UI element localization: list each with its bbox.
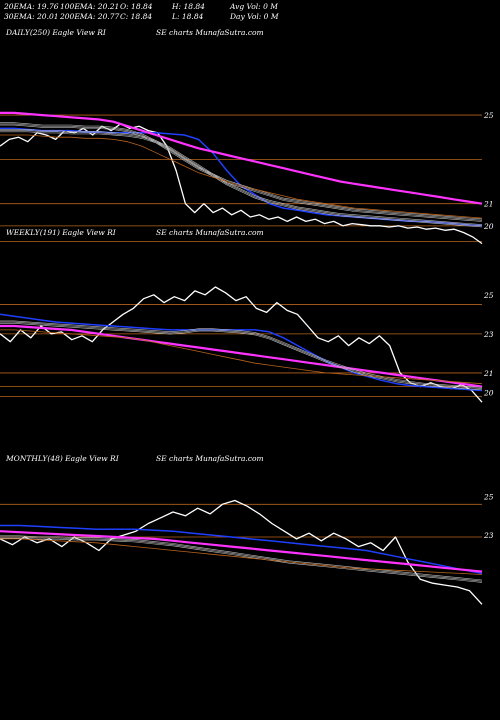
- daily-sma-line-4-2: [0, 131, 483, 228]
- daily-sma-line-4-0: [0, 129, 483, 225]
- weekly-panel-title: WEEKLY(191) Eagle View RI SE charts Muna…: [6, 228, 264, 237]
- weekly-sma-line-3-1: [0, 321, 483, 389]
- monthly-sma-line-3-0: [0, 535, 483, 581]
- weekly-ref-curve-line: [0, 329, 483, 385]
- weekly-sma-line-3-2: [0, 323, 483, 391]
- daily-chart: 25 21 20: [0, 111, 494, 245]
- monthly-ytick-1: 23: [483, 531, 494, 540]
- daily-ytick-1: 21: [483, 200, 494, 209]
- monthly-site: SE charts MunafaSutra.com: [156, 454, 264, 463]
- high-label: H: 18.84: [172, 2, 205, 11]
- weekly-ytick-3: 20: [483, 388, 494, 397]
- daily-panel-title: DAILY(250) Eagle View RI SE charts Munaf…: [6, 28, 264, 37]
- daily-sma-line-4-1: [0, 130, 483, 227]
- ema30-label: 30EMA: 20.01: [4, 12, 59, 21]
- avg-vol-label: Avg Vol: 0 M: [230, 2, 278, 11]
- daily-price-line: [0, 123, 483, 245]
- monthly-price-line: [0, 499, 483, 605]
- monthly-sma-line-3-2: [0, 537, 483, 583]
- monthly-ema-slow-line: [0, 530, 483, 573]
- weekly-ytick-0: 25: [483, 291, 494, 300]
- ema200-label: 200EMA: 20.77: [60, 12, 120, 21]
- daily-ema-fast-line: [0, 127, 483, 227]
- low-label: L: 18.84: [172, 12, 204, 21]
- monthly-ema-fast-line: [0, 524, 483, 575]
- ema100-label: 100EMA: 20.21: [60, 2, 120, 11]
- daily-ref-curve-line: [0, 134, 483, 219]
- ema20-label: 20EMA: 19.76: [4, 2, 59, 11]
- daily-sma-line-3-0: [0, 122, 483, 220]
- weekly-chart: 25 23 21 20: [0, 286, 494, 403]
- open-label: O: 18.84: [120, 2, 153, 11]
- daily-site: SE charts MunafaSutra.com: [156, 28, 264, 37]
- monthly-sma-line-3-1: [0, 536, 483, 582]
- daily-sma-line-3-2: [0, 124, 483, 222]
- weekly-site: SE charts MunafaSutra.com: [156, 228, 264, 237]
- monthly-ref-curve-line: [0, 538, 483, 575]
- daily-title: DAILY(250) Eagle View RI: [6, 28, 106, 37]
- weekly-title: WEEKLY(191) Eagle View RI: [6, 228, 116, 237]
- close-label: C: 18.84: [120, 12, 153, 21]
- daily-ema-slow-line: [0, 111, 483, 205]
- monthly-panel-title: MONTHLY(48) Eagle View RI SE charts Muna…: [6, 454, 264, 463]
- daily-ytick-2: 20: [483, 222, 494, 231]
- daily-sma-line-3-1: [0, 123, 483, 221]
- weekly-ytick-1: 23: [483, 330, 494, 339]
- monthly-ytick-0: 25: [483, 493, 494, 502]
- monthly-title: MONTHLY(48) Eagle View RI: [6, 454, 119, 463]
- weekly-sma-line-3-0: [0, 320, 483, 388]
- weekly-ema-slow-line: [0, 324, 483, 388]
- day-vol-label: Day Vol: 0 M: [230, 12, 279, 21]
- weekly-ema-fast-line: [0, 313, 483, 392]
- daily-ytick-0: 25: [483, 111, 494, 120]
- weekly-ytick-2: 21: [483, 369, 494, 378]
- monthly-chart: 25 23: [0, 493, 494, 605]
